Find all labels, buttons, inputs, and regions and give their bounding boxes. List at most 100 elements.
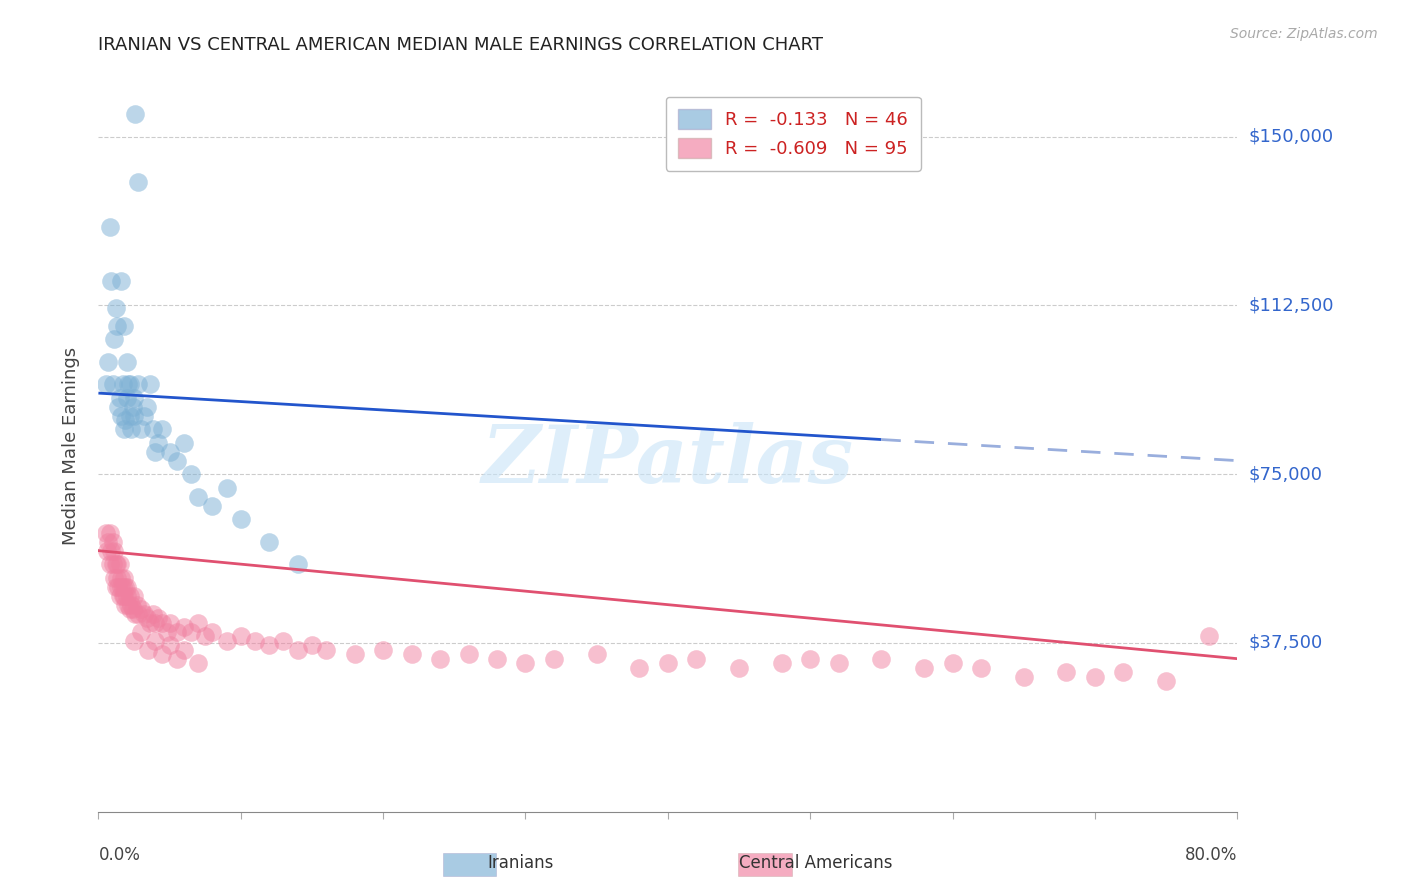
Point <box>173 620 195 634</box>
Point <box>187 615 209 630</box>
Point <box>96 543 118 558</box>
Point <box>152 615 174 630</box>
Point <box>124 107 146 121</box>
Point <box>173 435 195 450</box>
Point <box>259 534 281 549</box>
Point <box>135 400 157 414</box>
Point <box>103 571 125 585</box>
Point <box>107 400 129 414</box>
Point <box>180 624 202 639</box>
Point <box>112 589 135 603</box>
Point <box>145 615 167 630</box>
Point <box>145 444 167 458</box>
Point <box>166 624 188 639</box>
Point <box>100 543 122 558</box>
Point <box>122 409 145 423</box>
Point <box>373 642 395 657</box>
Point <box>115 580 138 594</box>
Point <box>315 642 337 657</box>
Text: $75,000: $75,000 <box>1249 465 1323 483</box>
Point <box>104 301 127 315</box>
Point <box>103 332 125 346</box>
Y-axis label: Median Male Earnings: Median Male Earnings <box>62 347 80 545</box>
Point <box>287 557 309 571</box>
Point <box>138 377 160 392</box>
Point <box>215 481 238 495</box>
Point <box>132 409 155 423</box>
Point <box>112 571 135 585</box>
Text: 0.0%: 0.0% <box>98 847 141 864</box>
Point <box>1012 670 1035 684</box>
Text: Central Americans: Central Americans <box>738 855 893 872</box>
Point <box>770 656 793 670</box>
Point <box>148 435 170 450</box>
Point <box>122 633 145 648</box>
Point <box>141 422 163 436</box>
Point <box>301 638 323 652</box>
Point <box>101 377 124 392</box>
Point <box>98 525 121 540</box>
Point <box>273 633 295 648</box>
Point <box>152 422 174 436</box>
Point <box>120 598 142 612</box>
Point <box>94 377 117 392</box>
Point <box>129 422 152 436</box>
Point <box>229 512 252 526</box>
Point <box>585 647 607 661</box>
Point <box>125 598 148 612</box>
Text: $37,500: $37,500 <box>1249 634 1323 652</box>
Text: ZIPatlas: ZIPatlas <box>482 422 853 500</box>
Point <box>194 629 217 643</box>
Point <box>121 602 143 616</box>
Point <box>429 651 451 665</box>
Point <box>122 589 145 603</box>
Point <box>215 633 238 648</box>
Point <box>159 615 181 630</box>
Point <box>118 602 141 616</box>
Point <box>180 467 202 482</box>
Point <box>259 638 281 652</box>
Point <box>120 422 142 436</box>
Text: $112,500: $112,500 <box>1249 296 1334 314</box>
Point <box>152 647 174 661</box>
Point <box>111 377 134 392</box>
Point <box>127 175 149 189</box>
Point <box>122 391 145 405</box>
Point <box>515 656 537 670</box>
Point <box>401 647 423 661</box>
Point <box>104 557 127 571</box>
Point <box>942 656 965 670</box>
Point <box>685 651 707 665</box>
Point <box>107 580 129 594</box>
Point <box>100 274 122 288</box>
Point <box>121 400 143 414</box>
Point <box>115 391 138 405</box>
Point <box>628 661 651 675</box>
Point <box>115 589 138 603</box>
Point <box>243 633 266 648</box>
Point <box>138 615 160 630</box>
Point <box>457 647 479 661</box>
Point <box>114 413 136 427</box>
Point <box>132 607 155 621</box>
Point <box>101 534 124 549</box>
Point <box>1084 670 1107 684</box>
Point <box>108 589 131 603</box>
Point <box>127 377 149 392</box>
Point <box>103 543 125 558</box>
Point <box>117 377 139 392</box>
Point <box>1154 674 1177 689</box>
Point <box>104 580 127 594</box>
Point <box>728 661 751 675</box>
Point <box>118 589 141 603</box>
Point <box>105 571 128 585</box>
Point <box>118 409 141 423</box>
Point <box>970 661 993 675</box>
Text: Source: ZipAtlas.com: Source: ZipAtlas.com <box>1230 27 1378 41</box>
Point <box>94 525 117 540</box>
Point <box>112 318 135 333</box>
Point <box>201 499 224 513</box>
Point <box>229 629 252 643</box>
Point <box>111 580 134 594</box>
Point <box>201 624 224 639</box>
